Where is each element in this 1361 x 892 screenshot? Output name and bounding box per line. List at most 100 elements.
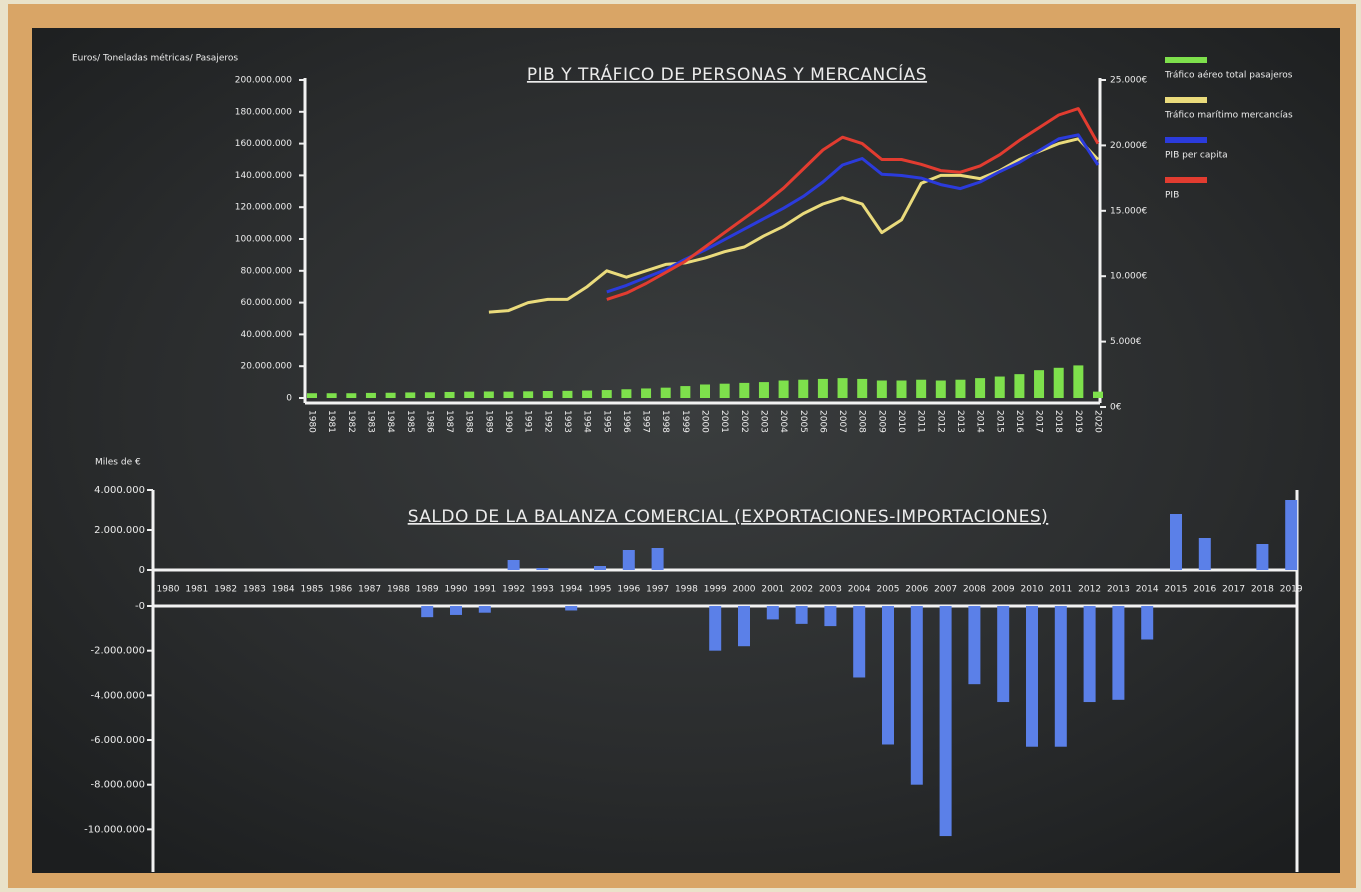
legend-swatch (1165, 57, 1207, 63)
bar (1053, 367, 1064, 398)
x-tick-label: 1990 (445, 585, 468, 595)
x-tick-label: 2017 (1222, 585, 1245, 595)
bar (935, 380, 946, 398)
y-tick-label: 160.000.000 (235, 139, 293, 149)
bar (582, 390, 593, 398)
y-tick-label: -2.000.000 (90, 646, 145, 657)
bar (1170, 514, 1182, 570)
bar (975, 378, 986, 398)
bar (660, 387, 671, 398)
line (606, 107, 1100, 301)
x-tick-label: 1998 (675, 585, 698, 595)
bar (916, 379, 927, 398)
x-tick-label: 2019 (1073, 410, 1083, 433)
x-tick-label: 1985 (405, 410, 415, 433)
bar (700, 384, 710, 398)
x-tick-label: 2011 (916, 410, 926, 433)
y-axis-label: Euros/ Toneladas métricas/ Pasajeros (72, 53, 238, 64)
bar (503, 391, 514, 398)
x-tick-label: 1984 (272, 585, 295, 595)
bar (739, 382, 750, 398)
y-tick-label: -6.000.000 (90, 735, 145, 746)
bar (1112, 606, 1125, 700)
bar (997, 606, 1010, 703)
bar (1141, 606, 1154, 640)
legend-label: Tráfico marítimo mercancías (1164, 111, 1293, 121)
x-tick-label: 2018 (1053, 410, 1063, 433)
bar (738, 606, 750, 647)
x-tick-label: 2019 (1280, 585, 1303, 595)
x-tick-label: 2004 (778, 410, 788, 433)
x-tick-label: 2005 (877, 585, 900, 595)
y-tick-label: -10.000.000 (84, 824, 145, 835)
x-tick-label: 1997 (641, 410, 651, 433)
y-tick-label: 0 (139, 565, 145, 576)
bar (1256, 544, 1269, 570)
y2-tick-label: 5.000€ (1110, 337, 1142, 347)
x-tick-label: 1991 (473, 585, 496, 595)
x-tick-label: 2007 (837, 410, 847, 433)
bar (523, 391, 534, 398)
board (32, 28, 1340, 873)
x-tick-label: 1980 (307, 410, 317, 433)
bar (1014, 374, 1025, 398)
bar (1054, 606, 1067, 747)
bar (1083, 606, 1096, 703)
bar (326, 393, 337, 398)
x-tick-label: 1991 (523, 410, 533, 433)
chart-title: PIB Y TRÁFICO DE PERSONAS Y MERCANCÍAS (527, 63, 927, 85)
y-tick-label: -0 (135, 601, 145, 612)
bar (1026, 606, 1038, 747)
x-tick-label: 2006 (905, 585, 928, 595)
x-tick-label: 1988 (387, 585, 410, 595)
x-tick-label: 2013 (955, 410, 965, 433)
bar (507, 560, 520, 570)
bar (483, 391, 494, 398)
x-tick-label: 1994 (560, 585, 583, 595)
y-axis-label: Miles de € (95, 458, 141, 468)
y-tick-label: 60.000.000 (240, 298, 292, 308)
y-tick-label: 4.000.000 (94, 485, 145, 496)
bar (758, 382, 769, 398)
bar (1285, 500, 1298, 570)
x-tick-label: 1999 (680, 410, 690, 433)
x-tick-label: 1995 (589, 585, 612, 595)
bar (542, 391, 553, 398)
x-tick-label: 1980 (157, 585, 180, 595)
x-tick-label: 1989 (416, 585, 439, 595)
legend-swatch (1165, 97, 1207, 103)
x-tick-label: 1983 (365, 410, 375, 433)
x-tick-label: 2002 (790, 585, 813, 595)
y-tick-label: -4.000.000 (90, 690, 145, 701)
bar (910, 606, 923, 785)
x-tick-label: 2008 (963, 585, 986, 595)
bar (307, 393, 317, 398)
bar (365, 392, 376, 398)
y-tick-label: 80.000.000 (240, 266, 292, 276)
bar (421, 606, 434, 618)
x-tick-label: 2020 (1093, 410, 1103, 433)
x-tick-label: 1992 (502, 585, 525, 595)
x-tick-label: 1996 (617, 585, 640, 595)
x-tick-label: 1990 (503, 410, 513, 433)
bar (641, 388, 652, 398)
x-tick-label: 2014 (975, 410, 985, 433)
x-tick-label: 1993 (562, 410, 572, 433)
bar (876, 380, 887, 398)
x-tick-label: 1984 (385, 410, 395, 433)
x-tick-label: 1981 (326, 410, 336, 433)
x-tick-label: 1987 (444, 410, 454, 433)
y-tick-label: 100.000.000 (235, 235, 293, 245)
x-tick-label: 1989 (483, 410, 493, 433)
x-tick-label: 2003 (758, 410, 768, 433)
bar (817, 378, 828, 398)
y2-tick-label: 20.000€ (1110, 141, 1147, 151)
bar (719, 383, 730, 398)
y-tick-label: 2.000.000 (94, 525, 145, 536)
bar (450, 606, 462, 615)
bar (1093, 391, 1103, 398)
x-tick-label: 2017 (1034, 410, 1044, 433)
bar (405, 392, 416, 398)
x-tick-label: 2001 (761, 585, 784, 595)
bar (798, 379, 809, 398)
